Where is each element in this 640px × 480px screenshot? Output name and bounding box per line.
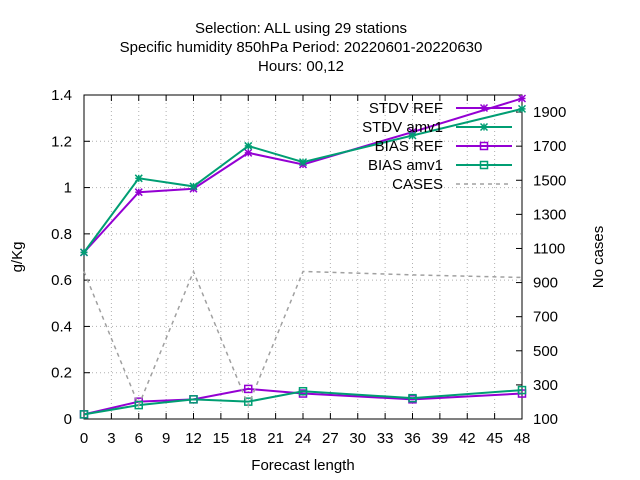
point-marker-square	[134, 400, 143, 410]
point-marker-square	[298, 386, 308, 396]
point-marker-square	[479, 141, 489, 151]
x-tick-label: 3	[107, 430, 115, 447]
y2-tick-label: 700	[533, 309, 558, 326]
x-axis-label: Forecast length	[251, 457, 354, 474]
point-marker-x	[134, 188, 143, 197]
x-axis-ticks: 0 3 6 9 12 15 18 21 24 27 30 33 36 39 42 45 48	[80, 95, 531, 447]
series-stdv-amv1	[79, 104, 527, 257]
legend-item: CASES	[392, 176, 512, 193]
title-line: Specific humidity 850hPa Period: 2022060…	[120, 39, 483, 56]
y-tick-label: 1.2	[51, 133, 72, 150]
y2-tick-label: 1900	[533, 104, 566, 121]
chart-title: Selection: ALL using 29 stations Specific…	[120, 20, 483, 75]
y-tick-label: 1	[64, 180, 72, 197]
point-marker-square	[479, 160, 489, 170]
point-marker-x	[479, 103, 489, 113]
x-tick-label: 30	[349, 430, 366, 447]
x-tick-label: 12	[185, 430, 202, 447]
point-marker-x	[189, 182, 198, 191]
point-marker-x	[408, 131, 417, 140]
point-marker-x	[479, 122, 489, 132]
y-tick-label: 1.4	[51, 87, 72, 104]
x-tick-label: 39	[432, 430, 449, 447]
point-marker-x	[517, 94, 527, 103]
legend-label: CASES	[392, 176, 443, 193]
y2-axis-ticks: 100 300 500 700 900 1100 1300 1500 1700 1900	[516, 104, 566, 428]
y2-tick-label: 100	[533, 411, 558, 428]
point-marker-square	[244, 384, 253, 394]
y2-tick-label: 1300	[533, 206, 566, 223]
y2-tick-label: 1500	[533, 172, 566, 189]
y2-tick-label: 500	[533, 343, 558, 360]
point-marker-x	[244, 141, 253, 150]
point-marker-x	[298, 158, 308, 167]
series-line	[83, 269, 523, 408]
y2-axis-label: No cases	[590, 226, 607, 289]
series-layer	[79, 94, 527, 419]
y2-tick-label: 1700	[533, 138, 566, 155]
x-tick-label: 36	[404, 430, 421, 447]
grid	[84, 95, 522, 419]
point-marker-square	[189, 395, 198, 404]
x-tick-label: 18	[240, 430, 257, 447]
point-marker-square	[408, 393, 417, 403]
x-tick-label: 48	[514, 430, 531, 447]
y-tick-label: 0.8	[51, 226, 72, 243]
x-tick-label: 42	[459, 430, 476, 447]
y-axis-ticks: 0 0.2 0.4 0.6 0.8 1 1.2 1.4	[51, 87, 90, 428]
title-line: Hours: 00,12	[258, 58, 344, 75]
y2-tick-label: 900	[533, 275, 558, 292]
point-marker-square	[517, 385, 527, 395]
x-tick-label: 24	[295, 430, 312, 447]
x-tick-label: 21	[267, 430, 284, 447]
x-tick-label: 45	[486, 430, 503, 447]
y-tick-label: 0.2	[51, 365, 72, 382]
x-tick-label: 9	[162, 430, 170, 447]
legend-label: BIAS REF	[375, 138, 443, 155]
y2-tick-label: 1100	[533, 240, 565, 257]
x-tick-label: 27	[322, 430, 339, 447]
x-tick-label: 6	[135, 430, 143, 447]
legend-item: BIAS amv1	[368, 157, 512, 174]
x-tick-label: 33	[377, 430, 394, 447]
series-line	[83, 107, 523, 253]
point-marker-x	[134, 174, 143, 183]
point-marker-x	[244, 148, 253, 157]
legend-item: STDV amv1	[362, 119, 512, 136]
y-tick-label: 0.6	[51, 272, 72, 289]
point-marker-x	[517, 104, 527, 113]
y-axis-label: g/Kg	[9, 242, 26, 273]
title-line: Selection: ALL using 29 stations	[195, 20, 407, 37]
legend-item: BIAS REF	[375, 138, 512, 155]
x-tick-label: 15	[213, 430, 230, 447]
legend-label: STDV amv1	[362, 119, 443, 136]
series-cases	[83, 269, 523, 408]
series-line	[83, 387, 523, 416]
legend-item: STDV REF	[369, 100, 512, 117]
legend-label: STDV REF	[369, 100, 443, 117]
y-tick-label: 0.4	[51, 318, 72, 335]
y-tick-label: 0	[64, 411, 72, 428]
legend-label: BIAS amv1	[368, 157, 443, 174]
legend: STDV REF STDV amv1 BIAS REF BIAS amv1 CASES	[362, 100, 512, 193]
point-marker-x	[79, 248, 89, 257]
y2-tick-label: 300	[533, 377, 558, 394]
x-tick-label: 0	[80, 430, 88, 447]
point-marker-square	[79, 410, 89, 419]
